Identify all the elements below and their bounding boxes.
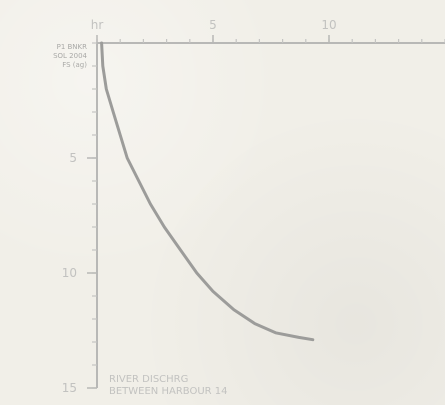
series-point — [105, 88, 107, 90]
labels: hr 5 10 5 10 15 — [62, 18, 337, 395]
series-point — [196, 272, 198, 274]
series-point — [101, 42, 103, 44]
series-point — [275, 332, 277, 334]
x-tick-label: 10 — [321, 18, 336, 32]
series-point — [102, 65, 104, 67]
series-point — [254, 323, 256, 325]
series-point — [312, 339, 314, 341]
y-tick-label: 10 — [62, 266, 77, 280]
series-point — [233, 309, 235, 311]
x-tick-label: 5 — [209, 18, 217, 32]
series-point — [179, 249, 182, 251]
axes — [96, 42, 445, 388]
annotation-top-left: P1 BNKR — [57, 43, 88, 51]
series-point — [163, 226, 165, 228]
series-point — [112, 111, 114, 113]
series — [100, 41, 315, 342]
annotation-bottom: RIVER DISCHRG — [109, 374, 188, 385]
series-point — [126, 157, 128, 159]
series-line — [100, 41, 315, 342]
annotation-top-left: FS (ag) — [62, 61, 87, 69]
annotation-bottom: BETWEEN HARBOUR 14 — [109, 386, 228, 397]
series-point — [119, 134, 121, 136]
y-tick-label: 15 — [62, 381, 77, 395]
y-tick-label: 5 — [69, 151, 77, 165]
series-point — [212, 290, 214, 292]
series-point — [298, 336, 300, 338]
ticks — [87, 35, 445, 389]
series-point — [138, 180, 140, 182]
annotation-top-left: SOL 2004 — [53, 52, 87, 60]
x-tick-label: hr — [91, 18, 104, 32]
series-point — [149, 203, 151, 205]
